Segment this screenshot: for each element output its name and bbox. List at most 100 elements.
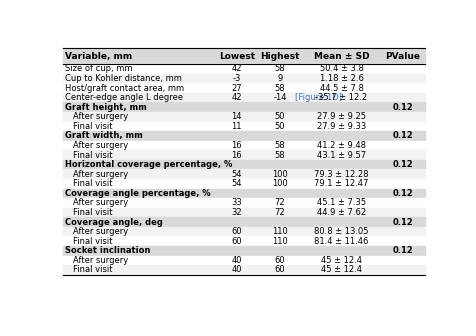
Text: 0.12: 0.12	[393, 218, 413, 226]
Text: 60: 60	[275, 256, 286, 265]
Bar	[63, 246, 425, 256]
Text: 40: 40	[231, 256, 242, 265]
Bar	[63, 141, 425, 150]
Bar	[63, 169, 425, 179]
Text: 40: 40	[231, 265, 242, 275]
Text: Host/graft contact area, mm: Host/graft contact area, mm	[65, 84, 184, 92]
Bar	[63, 160, 425, 169]
Text: 50: 50	[275, 122, 285, 131]
Text: After surgery: After surgery	[73, 199, 129, 207]
Text: 43.1 ± 9.57: 43.1 ± 9.57	[317, 151, 366, 160]
Text: 60: 60	[275, 265, 286, 275]
Text: 79.1 ± 12.47: 79.1 ± 12.47	[314, 179, 369, 188]
Text: 44.9 ± 7.62: 44.9 ± 7.62	[317, 208, 366, 217]
Text: 60: 60	[231, 227, 242, 236]
Bar	[63, 227, 425, 237]
Bar	[63, 265, 425, 275]
Text: 42: 42	[231, 65, 242, 73]
Text: Final visit: Final visit	[73, 122, 113, 131]
Text: 41.2 ± 9.48: 41.2 ± 9.48	[317, 141, 366, 150]
Bar	[63, 150, 425, 160]
Text: 16: 16	[231, 151, 242, 160]
Text: 45.1 ± 7.35: 45.1 ± 7.35	[317, 199, 366, 207]
Text: After surgery: After surgery	[73, 227, 129, 236]
Text: Final visit: Final visit	[73, 237, 113, 246]
Text: 81.4 ± 11.46: 81.4 ± 11.46	[314, 237, 369, 246]
Text: Final visit: Final visit	[73, 151, 113, 160]
Text: 0.12: 0.12	[393, 131, 413, 140]
Text: 32: 32	[231, 208, 242, 217]
Text: Lowest: Lowest	[218, 52, 255, 60]
Text: 0.12: 0.12	[393, 189, 413, 198]
Text: 45 ± 12.4: 45 ± 12.4	[321, 256, 362, 265]
Bar	[63, 102, 425, 112]
Bar	[63, 64, 425, 74]
Text: Graft height, mm: Graft height, mm	[65, 103, 147, 112]
Text: 100: 100	[272, 170, 288, 179]
Text: 54: 54	[231, 179, 242, 188]
Text: Highest: Highest	[260, 52, 300, 60]
Text: 44.5 ± 7.8: 44.5 ± 7.8	[319, 84, 364, 92]
Bar	[63, 237, 425, 246]
Text: -14: -14	[273, 93, 287, 102]
Text: After surgery: After surgery	[73, 112, 129, 121]
Text: 42: 42	[231, 93, 242, 102]
Text: 58: 58	[275, 151, 286, 160]
Text: 60: 60	[231, 237, 242, 246]
Text: Variable, mm: Variable, mm	[65, 52, 132, 60]
Text: After surgery: After surgery	[73, 141, 129, 150]
Bar	[63, 217, 425, 227]
Text: 80.8 ± 13.05: 80.8 ± 13.05	[314, 227, 369, 236]
Text: Final visit: Final visit	[73, 265, 113, 275]
Text: 9: 9	[278, 74, 283, 83]
Bar	[63, 179, 425, 188]
Bar	[63, 48, 425, 64]
Text: Mean ± SD: Mean ± SD	[314, 52, 369, 60]
Text: 0.12: 0.12	[393, 160, 413, 169]
Text: Center-edge angle L degree: Center-edge angle L degree	[65, 93, 186, 102]
Text: Horizontal coverage percentage, %: Horizontal coverage percentage, %	[65, 160, 232, 169]
Bar	[63, 122, 425, 131]
Text: 27: 27	[231, 84, 242, 92]
Text: 27.9 ± 9.25: 27.9 ± 9.25	[317, 112, 366, 121]
Text: 0.12: 0.12	[393, 246, 413, 255]
Text: Cup to Kohler distance, mm: Cup to Kohler distance, mm	[65, 74, 182, 83]
Text: 79.3 ± 12.28: 79.3 ± 12.28	[314, 170, 369, 179]
Text: 33: 33	[231, 199, 242, 207]
Text: 16: 16	[231, 141, 242, 150]
Text: 110: 110	[272, 237, 288, 246]
Text: -3: -3	[233, 74, 241, 83]
Text: 45 ± 12.4: 45 ± 12.4	[321, 265, 362, 275]
Text: 72: 72	[275, 199, 286, 207]
Text: Final visit: Final visit	[73, 179, 113, 188]
Text: PValue: PValue	[386, 52, 420, 60]
Text: Final visit: Final visit	[73, 208, 113, 217]
Text: After surgery: After surgery	[73, 170, 129, 179]
Text: 58: 58	[275, 84, 286, 92]
Bar	[63, 188, 425, 198]
Text: 11: 11	[231, 122, 242, 131]
Bar	[63, 83, 425, 93]
Text: 110: 110	[272, 227, 288, 236]
Text: 14: 14	[231, 112, 242, 121]
Text: 54: 54	[231, 170, 242, 179]
Bar	[63, 131, 425, 141]
Text: 58: 58	[275, 65, 286, 73]
Text: Graft width, mm: Graft width, mm	[65, 131, 143, 140]
Text: 27.9 ± 9.33: 27.9 ± 9.33	[317, 122, 366, 131]
Text: 72: 72	[275, 208, 286, 217]
Text: 1.18 ± 2.6: 1.18 ± 2.6	[319, 74, 364, 83]
Bar	[63, 112, 425, 122]
Text: Coverage angle, deg: Coverage angle, deg	[65, 218, 163, 226]
Text: Size of cup, mm: Size of cup, mm	[65, 65, 132, 73]
Bar	[63, 208, 425, 217]
Bar	[63, 74, 425, 83]
Bar	[63, 198, 425, 208]
Text: After surgery: After surgery	[73, 256, 129, 265]
Text: Socket inclination: Socket inclination	[65, 246, 150, 255]
Text: 100: 100	[272, 179, 288, 188]
Bar	[63, 93, 425, 102]
Text: 50.4 ± 3.8: 50.4 ± 3.8	[319, 65, 364, 73]
Text: Center-edge angle L degree: Center-edge angle L degree	[65, 93, 186, 102]
Text: 0.12: 0.12	[393, 103, 413, 112]
